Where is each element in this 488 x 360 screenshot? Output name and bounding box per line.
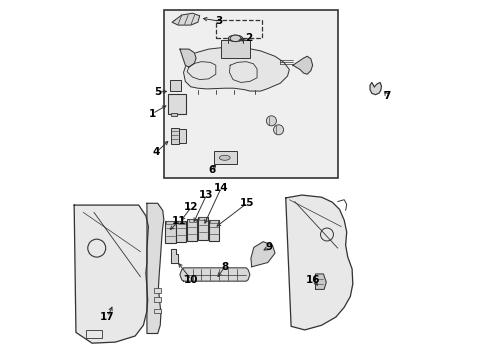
Bar (163, 10, 337, 178)
Text: 5: 5 (154, 87, 161, 97)
Circle shape (320, 228, 333, 241)
Bar (188, 220, 195, 222)
Text: 3: 3 (215, 16, 223, 26)
Bar (169, 80, 181, 91)
Polygon shape (315, 274, 325, 289)
Text: 14: 14 (213, 183, 228, 193)
Bar (86, 330, 102, 338)
Text: 12: 12 (184, 202, 198, 212)
Circle shape (273, 125, 283, 135)
Text: 9: 9 (265, 242, 272, 252)
Text: 17: 17 (100, 312, 115, 322)
Bar (153, 288, 161, 293)
Ellipse shape (228, 35, 242, 41)
Ellipse shape (230, 35, 241, 41)
Text: 13: 13 (199, 190, 213, 200)
Bar (178, 221, 184, 224)
Polygon shape (250, 242, 274, 267)
Bar (198, 217, 207, 239)
Text: 7: 7 (383, 91, 390, 101)
Polygon shape (180, 268, 249, 281)
Text: 8: 8 (221, 262, 228, 272)
Polygon shape (147, 203, 163, 333)
Bar (171, 113, 176, 116)
Polygon shape (171, 249, 178, 263)
Polygon shape (285, 195, 352, 330)
Bar (199, 217, 206, 220)
Ellipse shape (219, 155, 230, 160)
Polygon shape (74, 205, 148, 343)
Polygon shape (183, 47, 289, 91)
Circle shape (266, 116, 276, 126)
Bar (166, 221, 174, 224)
Text: 11: 11 (172, 216, 186, 226)
Text: 10: 10 (184, 275, 198, 285)
Bar (214, 151, 237, 164)
Bar (208, 220, 219, 241)
Polygon shape (172, 13, 199, 25)
Polygon shape (292, 56, 312, 74)
Bar (187, 220, 197, 241)
Bar (170, 129, 178, 144)
Bar (153, 309, 161, 314)
Polygon shape (369, 82, 381, 95)
Circle shape (88, 239, 105, 257)
Text: 15: 15 (240, 198, 254, 208)
Bar (210, 220, 218, 223)
Text: 4: 4 (153, 147, 160, 157)
Bar (179, 129, 185, 143)
Bar (164, 221, 175, 243)
Bar (176, 221, 186, 242)
Bar (153, 297, 161, 302)
Text: 2: 2 (244, 33, 252, 43)
Bar (168, 94, 185, 114)
Text: 6: 6 (207, 165, 215, 175)
Text: 1: 1 (148, 109, 156, 119)
Text: 16: 16 (305, 275, 320, 285)
Polygon shape (180, 49, 196, 67)
Bar (221, 40, 249, 58)
